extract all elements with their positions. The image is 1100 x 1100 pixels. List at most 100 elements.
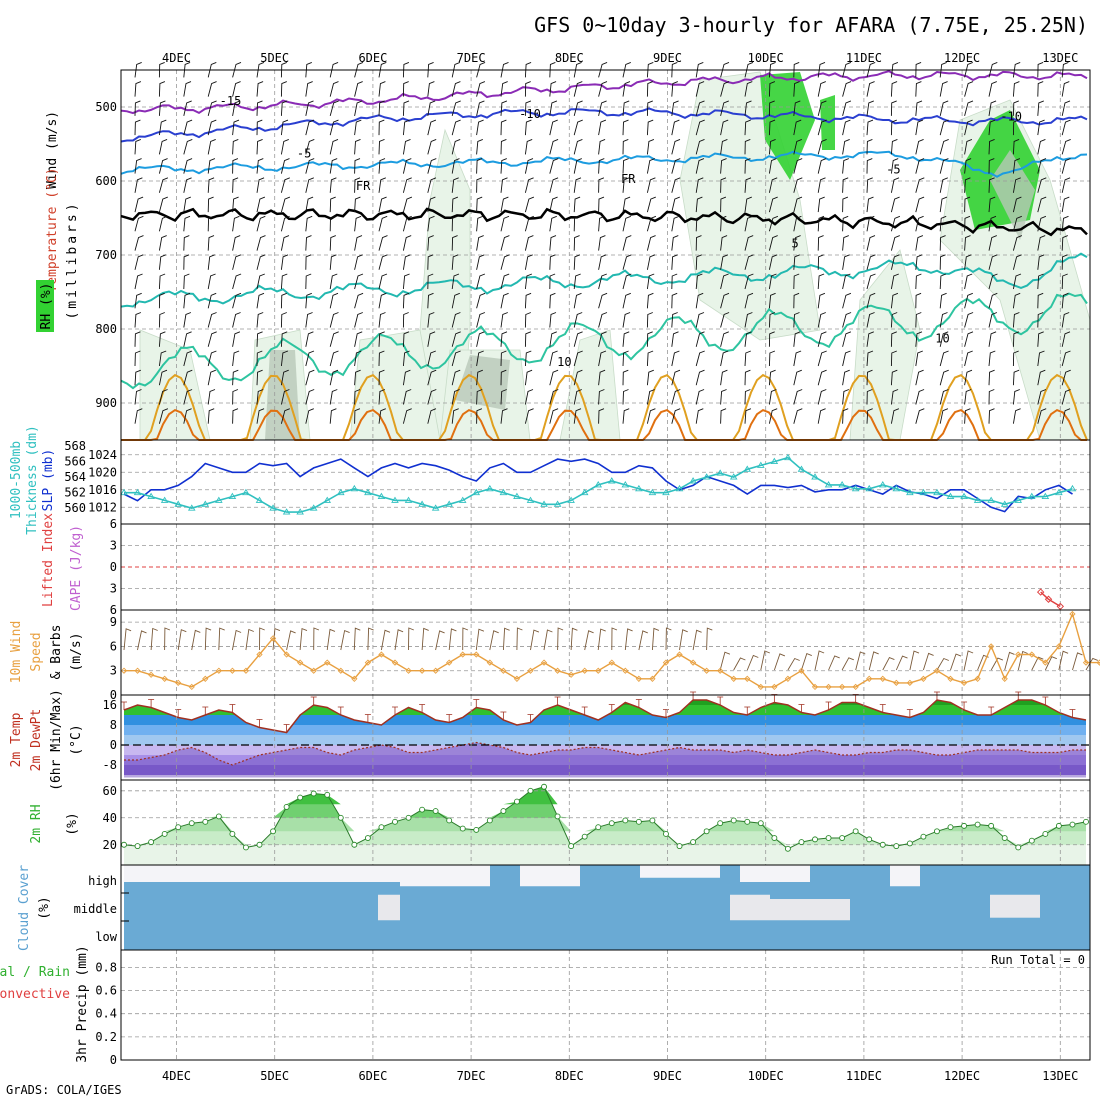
rh-grey-blob [990,150,1035,240]
wind-barb [866,177,873,193]
wind-barb [183,235,190,251]
wind-barb [305,254,312,270]
wind-barb [915,331,923,347]
wind-barb [476,177,483,193]
wind10m-ytick: 6 [110,639,117,653]
wind-barb [1061,254,1068,270]
wind-barb [842,273,851,290]
wind-barb [451,177,459,193]
wind-barb [232,408,239,424]
thickness-point [486,484,494,492]
wind-barb [305,196,314,213]
thickness-point [987,496,995,503]
rh-point [148,839,155,846]
wind10m-barb [963,650,974,671]
wind-barb [866,408,873,424]
wind-barb [817,100,827,117]
wind-barb [622,350,629,367]
wind-barb [280,408,290,424]
temp-ytick: 0 [110,738,117,752]
wind-barb [598,81,608,97]
wind-barb [768,196,778,213]
wind10m-barb [353,627,361,651]
wind-barb [890,138,898,155]
wind-barb [573,138,583,155]
wind-barb [549,100,558,116]
wind-barb [329,100,339,117]
wind-barb [402,312,409,328]
wind-barb [622,81,631,97]
wind-barb [549,138,559,155]
wind-barb [500,158,507,174]
wind-barb [476,100,485,116]
wind-barb [890,350,897,367]
wind-barb [646,408,656,424]
slp-ytick: 1024 [88,448,117,462]
wind-barb [549,215,557,232]
wind-barb [744,273,754,290]
wind-barb [1012,408,1021,424]
wind-barb [524,138,533,155]
wind-barb [646,61,654,78]
rh-label: RH (%) [39,283,54,330]
wind10m-speed-point [730,675,737,682]
wind-barb [329,235,336,251]
wind-barb [305,158,315,174]
rh-point [1083,818,1089,825]
wind-barb [280,369,289,386]
temp-minmax-bar [500,711,507,720]
rh-point [541,783,547,790]
wind10m-ytick: 3 [110,664,117,678]
rh-point [1055,822,1062,829]
wind-barb [939,235,946,251]
temp-minmax-bar [717,696,724,705]
wind10m-barb [204,627,212,651]
wind-barb [793,61,800,78]
thickness-point [973,496,982,503]
wind-barb [646,312,653,328]
wind-barb [768,177,778,193]
thickness-point [716,469,724,476]
precip-run-total: Run Total = 0 [991,953,1085,967]
wind10m-vgrid [176,610,1061,695]
wind-barb [573,119,583,136]
wind-barb [427,138,437,155]
wind-barb [134,292,142,309]
wind-barb [134,100,141,116]
date-label-top: 12DEC [944,51,980,65]
date-label-bottom: 12DEC [944,1069,980,1083]
wind-barb [890,61,899,78]
upper-air-ytick: 900 [95,396,117,410]
rh-point [635,818,642,825]
rh-legend-swatch [36,280,54,332]
wind-barb [354,215,362,232]
wind-barb [817,215,825,232]
rh-point [934,828,940,835]
wind-barb [622,100,630,116]
wind-barb [402,389,412,405]
cloud-row-label: low [95,930,117,944]
wind-barb [305,235,312,251]
wind10m-speed-point [310,667,317,674]
wind-barb [842,119,851,136]
rh-point [1028,837,1035,844]
wind-barb [598,331,607,347]
wind-barb [768,138,776,155]
wind-barb [988,389,995,405]
wind-barb [524,81,531,97]
wind-barb [476,61,486,78]
wind-barb [305,312,313,328]
wind-barb [256,196,266,213]
wind10m-speed-point [134,667,141,674]
wind-barb [1037,389,1047,405]
wind-barb [646,369,654,386]
temperature-contour [120,252,1088,308]
wind-barb [1037,273,1044,290]
wind-barb [744,158,751,174]
temp-band [124,715,1086,725]
wind-barb [280,312,287,328]
contour-label: FR [356,179,371,193]
wind10m-speed-point [784,675,792,682]
wind-barb [378,138,385,155]
wind-barb [378,312,386,328]
